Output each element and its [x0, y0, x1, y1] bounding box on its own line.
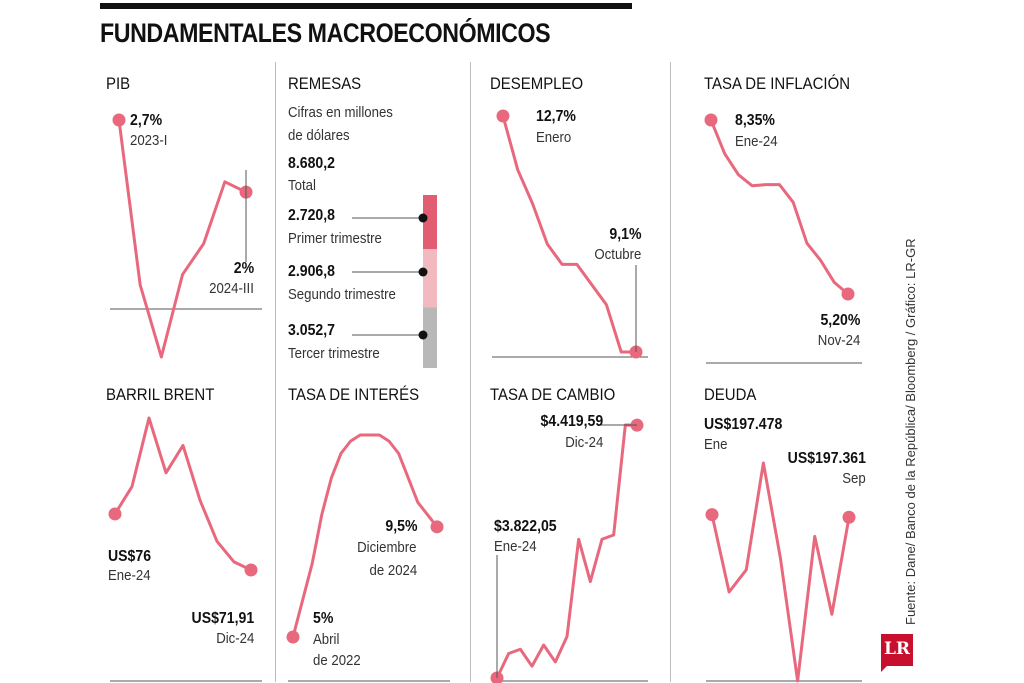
- brent-last-value: US$71,91: [191, 610, 254, 627]
- deuda-series-line: [710, 461, 851, 683]
- interes-first-value: 5%: [313, 610, 334, 627]
- brent-first-point: [108, 507, 122, 521]
- desempleo-first-point: [496, 109, 510, 123]
- cambio-last-value: $4.419,59: [540, 413, 603, 430]
- interes-last-label-1: Diciembre: [357, 539, 417, 556]
- deuda-title: DEUDA: [704, 385, 757, 404]
- inflacion-last-value: 5,20%: [820, 312, 860, 329]
- inflacion-title: TASA DE INFLACIÓN: [704, 74, 851, 93]
- brent-last-point: [244, 563, 258, 577]
- deuda-first-label: Ene: [704, 436, 728, 453]
- remesas-title: REMESAS: [288, 74, 362, 93]
- lr-logo: LR: [881, 634, 913, 672]
- brent-last-label: Dic-24: [215, 630, 254, 647]
- interes-last-value: 9,5%: [384, 518, 417, 535]
- brent-series-line: [113, 416, 253, 572]
- source-note: Fuente: Dane/ Banco de la República/ Blo…: [903, 238, 918, 625]
- remesas-bar-segment-2: [423, 249, 437, 308]
- remesas-total-value: 8.680,2: [288, 155, 335, 172]
- remesas-bar-segment-3: [423, 307, 437, 368]
- remesas-subtitle-1: Cifras en millones: [288, 104, 393, 121]
- interes-first-label-2: de 2022: [313, 652, 361, 669]
- inflacion-last-label: Nov-24: [817, 332, 860, 349]
- deuda-last-label: Sep: [842, 470, 866, 487]
- inflacion-last-point: [841, 287, 855, 301]
- interes-title: TASA DE INTERÉS: [288, 385, 420, 404]
- pib-last-label: 2024-III: [209, 280, 254, 297]
- remesas-dot-3: [418, 330, 428, 340]
- remesas-q2-label: Segundo trimestre: [288, 286, 396, 303]
- desempleo-first-value: 12,7%: [536, 108, 576, 125]
- desempleo-series-line: [501, 114, 638, 354]
- pib-last-value: 2%: [233, 260, 254, 277]
- logo-tail: [881, 664, 889, 672]
- interes-first-label-1: Abril: [313, 631, 340, 648]
- brent-title: BARRIL BRENT: [106, 385, 215, 404]
- cambio-first-value: $3.822,05: [494, 518, 557, 535]
- remesas-q3-value: 3.052,7: [288, 322, 335, 339]
- deuda-last-value: US$197.361: [787, 450, 866, 467]
- remesas-q2-value: 2.906,8: [288, 263, 335, 280]
- page-title: FUNDAMENTALES MACROECONÓMICOS: [100, 18, 551, 48]
- pib-first-label: 2023-I: [130, 132, 168, 149]
- remesas-total-label: Total: [288, 177, 316, 194]
- desempleo-first-label: Enero: [536, 129, 572, 146]
- inflacion-first-label: Ene-24: [735, 133, 778, 150]
- brent-first-value: US$76: [108, 548, 152, 565]
- cambio-first-label: Ene-24: [494, 538, 537, 555]
- pib-title: PIB: [106, 74, 131, 93]
- inflacion-series-line: [709, 118, 850, 296]
- deuda-last-point: [842, 510, 856, 524]
- interes-last-point: [430, 520, 444, 534]
- remesas-q3-label: Tercer trimestre: [288, 345, 380, 362]
- inflacion-first-value: 8,35%: [735, 112, 775, 129]
- desempleo-title: DESEMPLEO: [490, 74, 584, 93]
- divider: [670, 62, 671, 682]
- interes-first-point: [286, 630, 300, 644]
- remesas-q1-value: 2.720,8: [288, 207, 335, 224]
- remesas-dot-2: [418, 267, 428, 277]
- cambio-series-line: [495, 423, 639, 680]
- divider: [470, 62, 471, 682]
- divider: [275, 62, 276, 682]
- logo-text: LR: [883, 639, 911, 659]
- remesas-subtitle-2: de dólares: [288, 127, 350, 144]
- interes-series-line: [291, 433, 439, 639]
- logo-box: [881, 634, 913, 666]
- remesas-q1-label: Primer trimestre: [288, 230, 382, 247]
- pib-first-value: 2,7%: [130, 112, 163, 129]
- desempleo-last-value: 9,1%: [608, 226, 641, 243]
- pib-first-point: [112, 113, 126, 127]
- top-rule: [100, 3, 632, 9]
- cambio-title: TASA DE CAMBIO: [490, 385, 616, 404]
- remesas-dot-1: [418, 213, 428, 223]
- deuda-first-value: US$197.478: [704, 416, 783, 433]
- deuda-first-point: [705, 508, 719, 522]
- brent-first-label: Ene-24: [108, 567, 151, 584]
- desempleo-last-label: Octubre: [594, 246, 641, 263]
- cambio-last-label: Dic-24: [564, 434, 603, 451]
- remesas-bar-segment-1: [423, 195, 437, 250]
- interes-last-label-2: de 2024: [369, 562, 417, 579]
- pib-series-line: [117, 118, 248, 359]
- inflacion-first-point: [704, 113, 718, 127]
